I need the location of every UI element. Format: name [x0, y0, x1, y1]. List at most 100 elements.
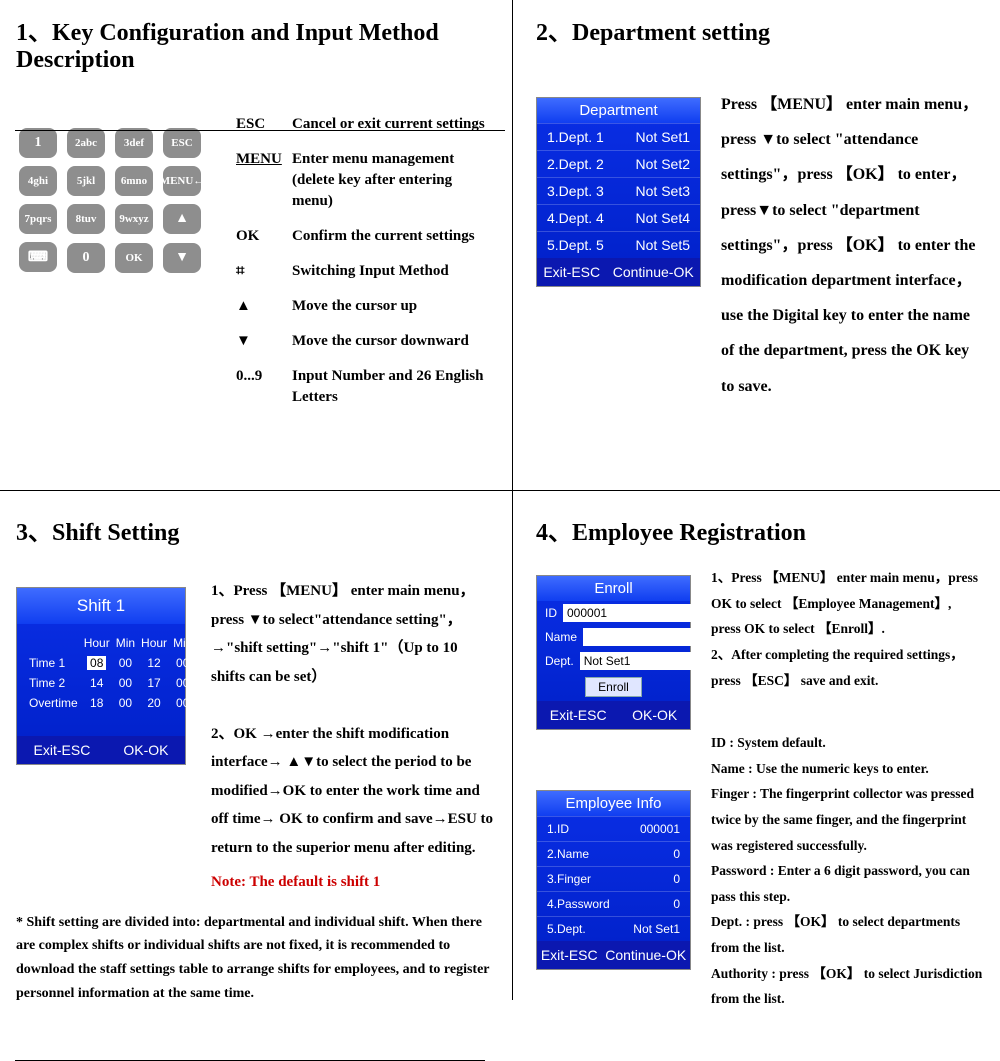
screen-header: Shift 1: [17, 588, 185, 624]
sec3-body-text: 1、Press 【MENU】 enter main menu，press ▼to…: [211, 583, 493, 856]
row-label: 2.Name: [547, 847, 589, 861]
key-menu: MENU←: [163, 166, 201, 196]
cell: 00: [114, 674, 137, 692]
row-label: Time 2: [27, 674, 80, 692]
desc-label: OK: [236, 226, 292, 247]
desc-text: Enter menu management (delete key after …: [292, 149, 494, 212]
key-ok: OK: [115, 243, 153, 273]
field-label: Dept.: [545, 654, 574, 668]
cell: 20: [139, 694, 169, 712]
key-9: 9wxyz: [115, 204, 153, 234]
sec3-note: Note: The default is shift 1: [211, 868, 494, 897]
cell: 00: [171, 694, 194, 712]
cell: 08: [87, 656, 106, 670]
row-value: Not Set4: [636, 210, 690, 226]
desc-label: 0...9: [236, 366, 292, 408]
cell: 00: [171, 674, 194, 692]
screen-header: Employee Info: [537, 791, 690, 816]
cell: 14: [82, 674, 112, 692]
sec4-body2: ID : System default. Name : Use the nume…: [711, 730, 984, 1012]
desc-text: Confirm the current settings: [292, 226, 494, 247]
sec4-body1: 1、Press 【MENU】 enter main menu，press OK …: [711, 565, 984, 693]
row-value: Not Set1: [636, 129, 690, 145]
key-3: 3def: [115, 128, 153, 158]
sec2-body: Press 【MENU】 enter main menu，press ▼to s…: [721, 87, 984, 404]
shift-screen: Shift 1 Hour Min Hour Min Time 1 08 00 1…: [16, 587, 186, 765]
desc-label: ▲: [236, 296, 292, 317]
keypad: 1 2abc 3def ESC 4ghi 5jkl 6mno MENU← 7pq…: [16, 124, 216, 277]
row-value: 0: [673, 897, 680, 911]
row-value: Not Set2: [636, 156, 690, 172]
key-8: 8tuv: [67, 204, 105, 234]
row-label: 3.Finger: [547, 872, 591, 886]
employee-info-screen: Employee Info 1.ID 000001 2.Name 0 3.Finge…: [536, 790, 691, 970]
key-esc: ESC: [163, 128, 201, 158]
screen-foot-left: Exit-ESC: [543, 264, 600, 280]
cell: 00: [114, 694, 137, 712]
sec3-body: 1、Press 【MENU】 enter main menu，press ▼to…: [211, 577, 494, 897]
row-label: 4.Dept. 4: [547, 210, 604, 226]
cell: 00: [171, 654, 194, 672]
key-1: 1: [19, 128, 57, 158]
row-label: Time 1: [27, 654, 80, 672]
key-4: 4ghi: [19, 166, 57, 196]
desc-label: ⌗: [236, 261, 292, 282]
row-value: Not Set1: [633, 922, 680, 936]
screen-foot-right: Continue-OK: [613, 264, 694, 280]
screen-foot-right: OK-OK: [632, 707, 677, 723]
row-value: 0: [673, 872, 680, 886]
row-label: 1.ID: [547, 822, 569, 836]
desc-text: Cancel or exit current settings: [292, 114, 494, 135]
desc-label: MENU: [236, 149, 292, 212]
screen-header: Department: [537, 98, 700, 123]
key-down: ▼: [163, 243, 201, 273]
field-label: Name: [545, 630, 577, 644]
row-label: 5.Dept. 5: [547, 237, 604, 253]
row-label: Overtime: [27, 694, 80, 712]
row-value: 0: [673, 847, 680, 861]
screen-foot-left: Exit-ESC: [541, 947, 598, 963]
col-header: Min: [114, 634, 137, 652]
enroll-screen: Enroll ID Name Dept. Enroll Exit-ESC OK-O…: [536, 575, 691, 730]
row-label: 4.Password: [547, 897, 610, 911]
screen-header: Enroll: [537, 576, 690, 601]
screen-foot-left: Exit-ESC: [34, 742, 91, 758]
key-5: 5jkl: [67, 166, 105, 196]
sec3-title: 3、Shift Setting: [16, 512, 494, 547]
cell: 12: [139, 654, 169, 672]
key-6: 6mno: [115, 166, 153, 196]
sec2-title: 2、Department setting: [536, 12, 984, 47]
row-label: 5.Dept.: [547, 922, 586, 936]
row-label: 1.Dept. 1: [547, 129, 604, 145]
row-value: 000001: [640, 822, 680, 836]
col-header: [27, 634, 80, 652]
sec4-title: 4、Employee Registration: [536, 512, 984, 547]
key-keyboard: ⌨: [19, 242, 57, 272]
desc-label: ESC: [236, 114, 292, 135]
cell: 17: [139, 674, 169, 692]
key-0: 0: [67, 243, 105, 273]
department-screen: Department 1.Dept. 1 Not Set1 2.Dept. 2 No…: [536, 97, 701, 287]
sec1-title: 1、Key Configuration and Input Method Des…: [16, 12, 494, 74]
key-up: ▲: [163, 204, 201, 234]
enroll-button[interactable]: Enroll: [585, 677, 642, 697]
cell: 00: [114, 654, 137, 672]
screen-foot-right: Continue-OK: [605, 947, 686, 963]
desc-label: ▼: [236, 331, 292, 352]
sec3-footnote: * Shift setting are divided into: depart…: [16, 897, 494, 1006]
id-field[interactable]: [563, 604, 726, 622]
desc-text: Move the cursor up: [292, 296, 494, 317]
screen-foot-right: OK-OK: [123, 742, 168, 758]
col-header: Min: [171, 634, 194, 652]
row-value: Not Set5: [636, 237, 690, 253]
field-label: ID: [545, 606, 557, 620]
key-7: 7pqrs: [19, 204, 57, 234]
row-label: 2.Dept. 2: [547, 156, 604, 172]
desc-text: Input Number and 26 English Letters: [292, 366, 494, 408]
desc-text: Move the cursor downward: [292, 331, 494, 352]
screen-foot-left: Exit-ESC: [550, 707, 607, 723]
desc-text: Switching Input Method: [292, 261, 494, 282]
key-2: 2abc: [67, 128, 105, 158]
col-header: Hour: [139, 634, 169, 652]
key-descriptions: ESCCancel or exit current settings MENUE…: [236, 114, 494, 408]
